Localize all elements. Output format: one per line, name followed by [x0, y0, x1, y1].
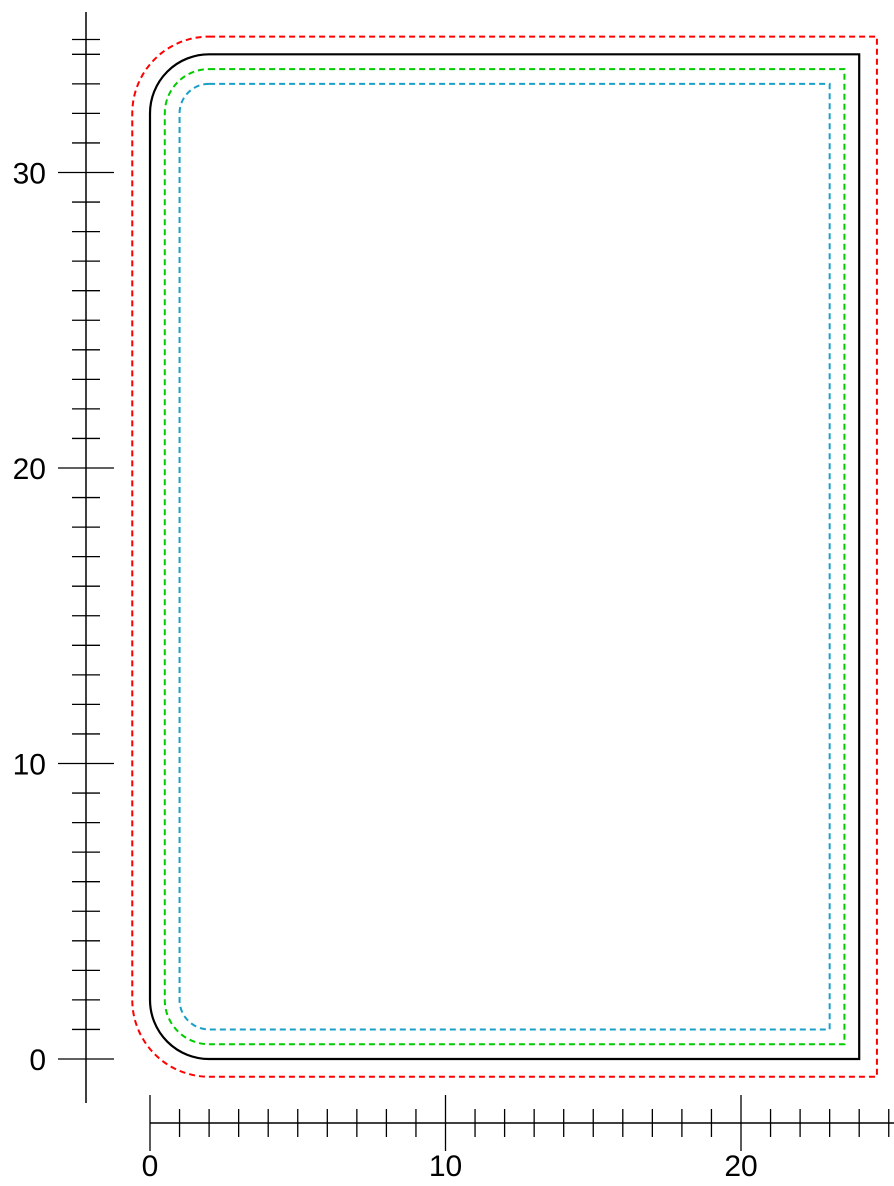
x-axis-tick-label: 20 [724, 1150, 757, 1181]
y-axis-tick-label: 30 [13, 158, 46, 191]
outline-innermost-cyan [178, 82, 831, 1031]
x-axis-tick-label: 10 [429, 1150, 462, 1181]
y-axis-tick-label: 20 [13, 453, 46, 486]
y-axis-tick-label: 10 [13, 749, 46, 782]
outline-inner-green [163, 68, 846, 1046]
y-axis: 0 10 20 30 [13, 12, 114, 1103]
x-axis: 0 10 20 [142, 1095, 894, 1183]
outline-board-black [148, 53, 861, 1061]
x-axis-tick-label: 0 [142, 1150, 159, 1181]
outline-outer-red [131, 35, 878, 1078]
outlines-layer [131, 35, 878, 1078]
y-axis-tick-label: 0 [29, 1044, 46, 1077]
